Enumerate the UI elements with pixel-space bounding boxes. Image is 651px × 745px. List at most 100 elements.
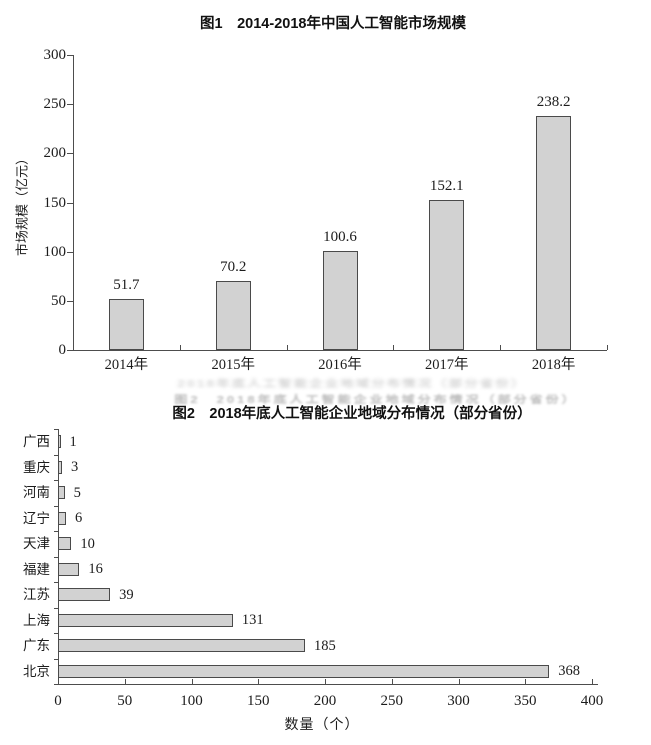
chart2-bar-福建 <box>58 562 80 576</box>
chart2-x-tick-label: 50 <box>117 693 133 709</box>
chart2-y-category-label: 广西 <box>23 434 50 450</box>
chart1-bar-2018年 <box>536 116 572 350</box>
chart1-bar-value: 238.2 <box>536 94 571 110</box>
chart1-x-category-label: 2016年 <box>318 357 362 373</box>
chart2-x-tick-label: 150 <box>247 693 270 709</box>
chart1-x-tick <box>607 345 608 350</box>
chart2-title: 图2 2018年底人工智能企业地域分布情况（部分省份） <box>172 406 532 422</box>
chart2-x-tick <box>592 679 593 684</box>
chart2-y-tick <box>54 658 58 660</box>
chart2-y-category-label: 北京 <box>23 663 50 679</box>
chart1-y-tick-label: 0 <box>58 342 67 358</box>
chart2-x-tick-label: 0 <box>54 693 62 709</box>
chart1-y-tick-label: 300 <box>43 47 67 63</box>
chart1-x-tick <box>393 345 395 350</box>
chart2-bar-重庆 <box>58 460 62 474</box>
chart2-bar-value: 39 <box>119 586 134 603</box>
chart2-x-tick <box>458 679 460 684</box>
chart2-bar-value: 368 <box>558 663 581 680</box>
chart1-bar-value: 100.6 <box>323 229 357 245</box>
chart2-x-axis <box>58 684 598 685</box>
chart1-market-size: 图1 2014-2018年中国人工智能市场规模 市场规模（亿元） 0 50 100 1… <box>14 16 608 373</box>
chart1-x-axis <box>73 350 607 351</box>
chart1-y-tick-label: 100 <box>43 243 67 260</box>
chart2-bar-广东 <box>58 639 305 653</box>
chart2-bar-value: 6 <box>75 510 83 527</box>
chart2-y-tick <box>54 633 58 634</box>
chart2-y-category-label: 上海 <box>23 612 50 628</box>
chart2-y-tick <box>54 607 58 609</box>
chart2-bar-value: 131 <box>241 612 264 629</box>
chart2-bar-value: 16 <box>88 561 103 578</box>
chart1-y-tick-label: 250 <box>43 96 67 113</box>
chart2-y-axis <box>58 429 59 685</box>
chart2-x-tick <box>258 679 260 684</box>
chart1-x-tick <box>500 345 502 350</box>
chart1-y-axis <box>73 55 74 351</box>
chart1-x-category-label: 2017年 <box>425 357 469 373</box>
chart2-y-category-label: 江苏 <box>23 587 50 603</box>
chart2-y-tick <box>54 454 58 456</box>
chart2-y-category-label: 广东 <box>23 638 50 654</box>
chart2-y-category-label: 天津 <box>23 536 50 552</box>
chart2-x-tick <box>391 679 393 684</box>
chart2-bar-value: 1 <box>69 433 77 450</box>
chart1-y-tick <box>67 350 73 351</box>
chart1-x-category-label: 2014年 <box>104 357 149 373</box>
chart2-x-tick-label: 250 <box>380 693 404 709</box>
chart1-x-category-label: 2015年 <box>211 357 255 373</box>
chart1-y-tick-label: 50 <box>51 292 66 309</box>
chart2-x-tick <box>325 679 326 684</box>
chart1-bar-2015年 <box>215 281 251 350</box>
chart1-y-tick-label: 200 <box>43 145 67 162</box>
chart1-bar-value: 51.7 <box>113 277 140 293</box>
chart2-bar-河南 <box>58 486 65 500</box>
ghost-smudge-line-1: 2018年底人工智能企业地域分布情况（部分省份） <box>177 377 527 390</box>
chart1-bar-value: 70.2 <box>220 259 247 275</box>
chart2-y-tick <box>54 556 58 558</box>
chart2-x-axis-title: 数量（个） <box>284 718 360 733</box>
chart2-y-category-label: 辽宁 <box>23 510 50 526</box>
chart2-y-tick <box>54 684 58 685</box>
chart2-y-category-label: 福建 <box>23 561 50 577</box>
chart1-y-tick <box>67 202 73 204</box>
chart1-y-tick <box>67 104 73 106</box>
chart2-bar-value: 3 <box>71 459 79 476</box>
chart2-x-tick-label: 200 <box>313 693 337 709</box>
chart2-bar-value: 5 <box>73 484 81 501</box>
chart2-y-tick <box>54 505 58 507</box>
chart2-x-tick <box>525 679 527 684</box>
chart1-y-axis-title: 市场规模（亿元） <box>14 151 30 257</box>
chart2-bar-江苏 <box>58 588 111 602</box>
chart2-bar-value: 10 <box>80 535 95 552</box>
chart1-title: 图1 2014-2018年中国人工智能市场规模 <box>200 16 466 32</box>
chart2-y-tick <box>54 582 58 583</box>
chart2-x-tick <box>191 679 193 684</box>
chart2-x-tick <box>124 679 126 684</box>
chart1-x-tick <box>286 345 288 350</box>
chart1-y-tick <box>67 300 73 302</box>
ghost-smudge-line-2: 图2 2018年底人工智能企业地域分布情况（部分省份） <box>174 393 578 406</box>
chart2-regional-distribution: 图2 2018年底人工智能企业地域分布情况（部分省份） 数量（个） 0 50 100… <box>0 375 651 745</box>
chart2-y-tick <box>54 429 58 430</box>
chart2-y-category-label: 重庆 <box>23 459 50 475</box>
chart2-bar-天津 <box>58 537 72 551</box>
chart1-bar-value: 152.1 <box>429 178 464 194</box>
chart2-x-tick-label: 100 <box>180 693 203 709</box>
chart1-x-category-label: 2018年 <box>531 357 576 373</box>
chart1-bar-2014年 <box>108 299 144 350</box>
chart1-y-tick-label: 150 <box>43 194 67 211</box>
chart2-bar-北京 <box>58 664 550 678</box>
chart2-bar-辽宁 <box>58 511 66 525</box>
chart1-bar-2016年 <box>322 251 358 350</box>
chart2-y-category-label: 河南 <box>23 485 50 501</box>
chart1-y-tick <box>67 251 73 253</box>
chart2-bar-上海 <box>58 613 233 627</box>
chart2-x-tick-label: 400 <box>580 693 604 709</box>
chart1-y-tick <box>67 55 73 56</box>
chart2-y-tick <box>54 480 58 481</box>
chart2-x-tick-label: 300 <box>447 693 470 709</box>
chart2-bar-value: 185 <box>313 637 336 654</box>
chart2-bar-广西 <box>58 435 61 449</box>
